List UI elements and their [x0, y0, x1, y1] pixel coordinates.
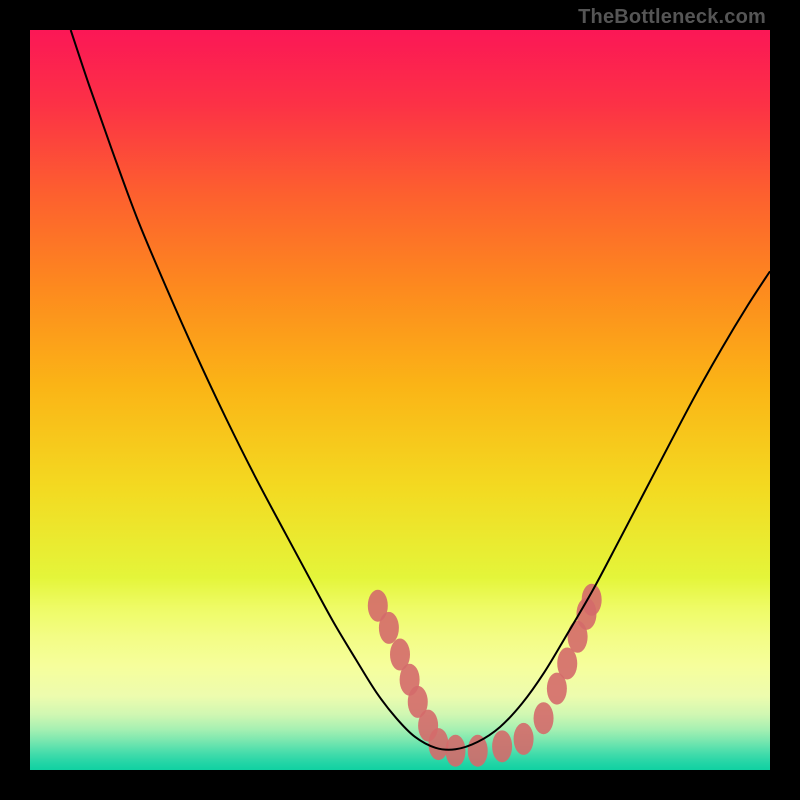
curve-marker	[514, 723, 534, 755]
curve-marker	[379, 612, 399, 644]
marker-group	[368, 584, 602, 767]
watermark-text: TheBottleneck.com	[578, 6, 766, 29]
curve-marker	[468, 735, 488, 767]
curve-layer	[30, 30, 770, 770]
curve-marker	[428, 728, 448, 760]
curve-marker	[534, 702, 554, 734]
v-curve	[71, 30, 770, 750]
outer-frame: TheBottleneck.com	[0, 0, 800, 800]
curve-marker	[492, 730, 512, 762]
curve-marker	[557, 647, 577, 679]
curve-marker	[582, 584, 602, 616]
plot-area	[30, 30, 770, 770]
